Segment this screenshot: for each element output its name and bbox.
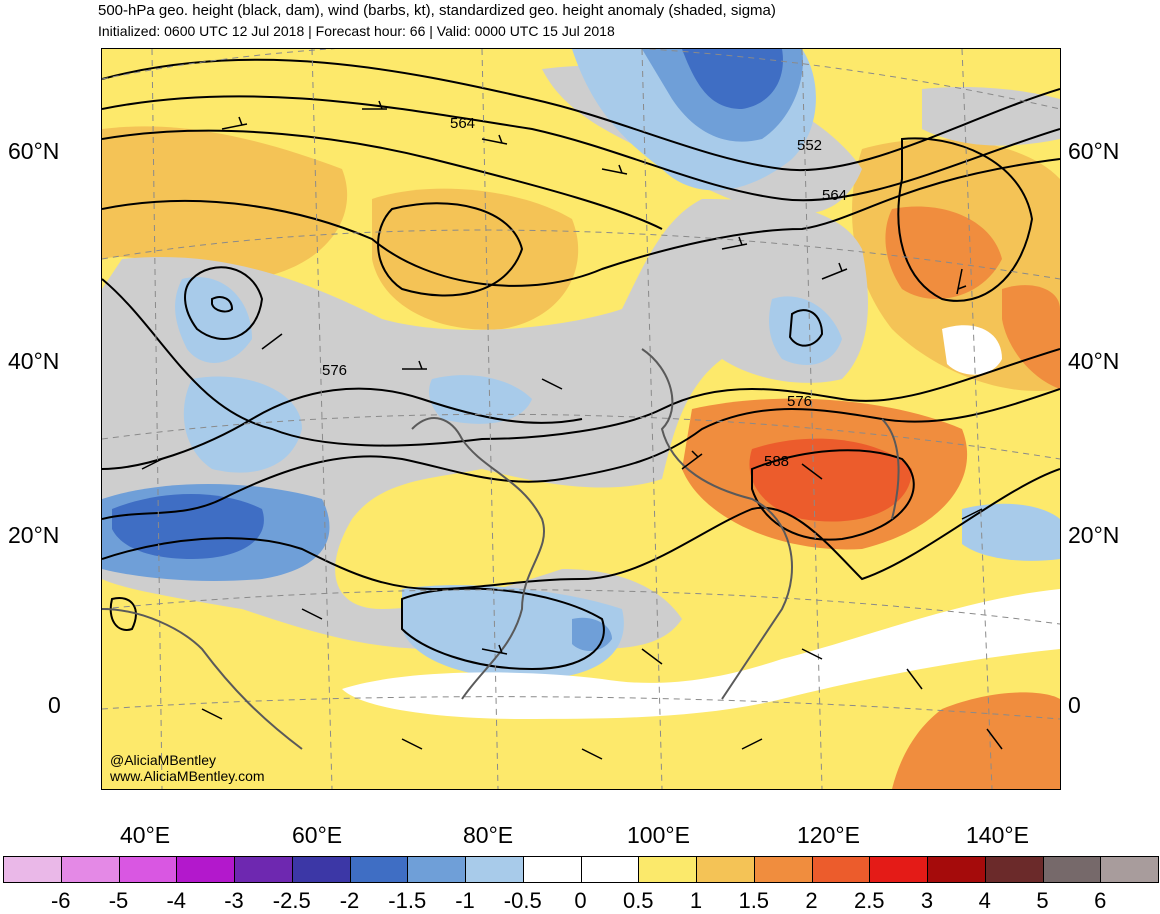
lat-label-left: 0 — [48, 692, 61, 718]
colorbar-tick-label: 4 — [978, 888, 991, 913]
colorbar-cell — [118, 856, 178, 883]
colorbar-cell — [984, 856, 1044, 883]
colorbar-tick-label: 1 — [689, 888, 703, 913]
lat-label-left: 20°N — [8, 522, 60, 548]
colorbar-cell — [753, 856, 813, 883]
lon-label: 140°E — [966, 822, 1029, 848]
colorbar-tick-label: -6 — [50, 888, 71, 913]
colorbar-cell — [465, 856, 524, 883]
credit-url: www.AliciaMBentley.com — [110, 768, 265, 784]
lon-label: 80°E — [463, 822, 514, 848]
colorbar-cell — [1042, 856, 1102, 883]
colorbar-tick-label: -3 — [224, 888, 244, 913]
colorbar-cell — [638, 856, 697, 883]
colorbar-cell — [407, 856, 466, 883]
colorbar-tick-label: -2.5 — [272, 888, 311, 913]
lat-label-left: 40°N — [8, 348, 60, 374]
map-canvas: 564 552 564 576 576 588 — [102, 49, 1060, 789]
lat-label-right: 60°N — [1068, 138, 1120, 164]
colorbar-cell — [1100, 856, 1159, 883]
lat-label-right: 0 — [1068, 692, 1081, 718]
colorbar-tick-label: 2.5 — [853, 888, 885, 913]
lon-label: 60°E — [292, 822, 343, 848]
chart-title: 500-hPa geo. height (black, dam), wind (… — [98, 2, 776, 19]
lat-label-left: 60°N — [8, 138, 60, 164]
colorbar-tick-label: 0.5 — [622, 888, 654, 913]
lon-label: 120°E — [797, 822, 860, 848]
colorbar-cell — [696, 856, 755, 883]
contour-label: 576 — [322, 362, 347, 379]
lat-label-right: 40°N — [1068, 348, 1120, 374]
anomaly-map: 564 552 564 576 576 588 — [101, 48, 1061, 790]
colorbar-tick-label: -2 — [339, 888, 360, 913]
lon-label: 40°E — [120, 822, 171, 848]
colorbar — [3, 856, 1159, 885]
colorbar-cell — [176, 856, 235, 883]
contour-label: 564 — [450, 115, 475, 132]
colorbar-cell — [811, 856, 871, 883]
colorbar-tick-label: -4 — [166, 888, 187, 913]
colorbar-cell — [349, 856, 409, 883]
contour-label: 552 — [797, 137, 822, 154]
chart-subtitle: Initialized: 0600 UTC 12 Jul 2018 | Fore… — [98, 23, 615, 39]
colorbar-cell — [60, 856, 120, 883]
colorbar-cell — [869, 856, 928, 883]
credit-handle: @AliciaMBentley — [110, 752, 217, 768]
colorbar-tick-label: -1 — [455, 888, 475, 913]
colorbar-tick-label: 1.5 — [738, 888, 770, 913]
contour-label: 576 — [787, 393, 812, 410]
colorbar-tick-label: -0.5 — [503, 888, 542, 913]
colorbar-tick-label: -1.5 — [388, 888, 427, 913]
colorbar-cell — [522, 856, 582, 883]
lon-label: 100°E — [627, 822, 690, 848]
colorbar-tick-label: 5 — [1036, 888, 1049, 913]
contour-label: 564 — [822, 187, 847, 204]
colorbar-cell — [927, 856, 986, 883]
colorbar-tick-label: -5 — [108, 888, 129, 913]
colorbar-tick-label: 0 — [574, 888, 587, 913]
colorbar-tick-label: 6 — [1094, 888, 1107, 913]
colorbar-cell — [291, 856, 351, 883]
colorbar-cell — [580, 856, 640, 883]
colorbar-tick-label: 2 — [805, 888, 818, 913]
contour-label: 588 — [764, 453, 789, 470]
colorbar-cell — [3, 856, 62, 883]
colorbar-tick-label: 3 — [920, 888, 934, 913]
colorbar-cell — [234, 856, 293, 883]
lat-label-right: 20°N — [1068, 522, 1120, 548]
